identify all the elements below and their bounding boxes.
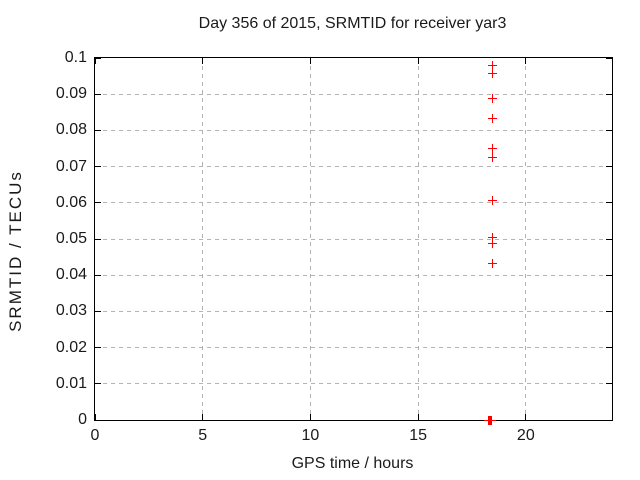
y-tick-label: 0.07	[55, 157, 87, 175]
y-tick-label: 0.1	[64, 49, 87, 66]
chart-title: Day 356 of 2015, SRMTID for receiver yar…	[198, 15, 507, 32]
y-tick-mark-left	[95, 238, 101, 240]
y-tick-label: 0	[78, 411, 87, 428]
x-tick-label: 15	[409, 427, 428, 444]
y-tick-mark-right	[606, 419, 612, 421]
gridline-vertical	[309, 58, 311, 420]
y-tick-label: 0.06	[55, 193, 87, 211]
data-point-marker	[486, 415, 496, 425]
y-tick-mark-right	[606, 57, 612, 59]
x-tick-mark-bottom	[202, 414, 204, 420]
data-point-marker	[487, 69, 497, 79]
y-tick-mark-right	[606, 347, 612, 349]
y-tick-mark-right	[606, 274, 612, 276]
y-tick-label: 0.04	[55, 266, 87, 284]
gridline-horizontal	[95, 347, 612, 349]
data-point-marker	[487, 233, 497, 243]
gridline-horizontal	[95, 202, 612, 204]
y-tick-label: 0.05	[55, 230, 87, 247]
x-tick-mark-bottom	[525, 414, 527, 420]
data-point-marker	[487, 153, 497, 163]
x-tick-label: 0	[90, 427, 100, 444]
x-tick-mark-bottom	[417, 414, 419, 420]
y-tick-mark-left	[95, 57, 101, 59]
y-tick-label: 0.09	[55, 85, 87, 103]
gridline-horizontal	[95, 129, 612, 131]
y-tick-mark-right	[606, 383, 612, 385]
data-point-marker	[487, 94, 497, 104]
y-tick-mark-left	[95, 310, 101, 312]
y-tick-mark-right	[606, 310, 612, 312]
y-tick-label: 0.03	[55, 302, 87, 320]
gridline-vertical	[202, 58, 204, 420]
x-tick-label: 10	[301, 427, 320, 444]
y-tick-label: 0.02	[55, 338, 87, 356]
x-axis-label: GPS time / hours	[291, 455, 414, 472]
x-tick-mark-top	[94, 58, 96, 64]
gridline-vertical	[417, 58, 419, 420]
x-tick-label: 5	[198, 427, 208, 444]
y-tick-mark-left	[95, 202, 101, 204]
data-point-marker	[487, 60, 497, 70]
data-point-marker	[487, 144, 497, 153]
y-tick-label: 0.01	[55, 374, 87, 392]
x-tick-mark-top	[309, 58, 311, 64]
data-point-marker	[488, 195, 498, 205]
gridline-horizontal	[95, 93, 612, 95]
y-tick-mark-left	[95, 383, 101, 385]
x-tick-mark-top	[417, 58, 419, 64]
data-point-marker	[487, 113, 497, 123]
y-tick-mark-right	[606, 238, 612, 240]
y-tick-label: 0.08	[55, 121, 87, 139]
data-point-marker	[487, 238, 497, 248]
x-tick-mark-top	[202, 58, 204, 64]
y-tick-mark-right	[606, 166, 612, 168]
y-tick-mark-left	[95, 129, 101, 131]
data-point-marker	[488, 259, 498, 269]
y-tick-mark-left	[95, 347, 101, 349]
y-tick-mark-left	[95, 274, 101, 276]
gridline-horizontal	[95, 238, 612, 240]
y-tick-mark-right	[606, 93, 612, 95]
x-tick-mark-bottom	[309, 414, 311, 420]
gridline-vertical	[525, 58, 527, 420]
gridline-horizontal	[95, 274, 612, 276]
gridline-horizontal	[95, 383, 612, 385]
plot-area: 0 0.01 0.02 0.03 0.04 0.05 0.06 0.07 0.08 0.09 0.1…	[56, 49, 613, 444]
gridline-horizontal	[95, 166, 612, 168]
y-tick-mark-right	[606, 202, 612, 204]
y-tick-mark-left	[95, 93, 101, 95]
y-tick-mark-left	[95, 166, 101, 168]
x-tick-mark-bottom	[94, 414, 96, 420]
y-tick-mark-right	[606, 129, 612, 131]
x-tick-label: 20	[516, 427, 535, 444]
y-tick-mark-left	[95, 419, 101, 421]
gridline-horizontal	[95, 310, 612, 312]
x-tick-mark-top	[525, 58, 527, 64]
